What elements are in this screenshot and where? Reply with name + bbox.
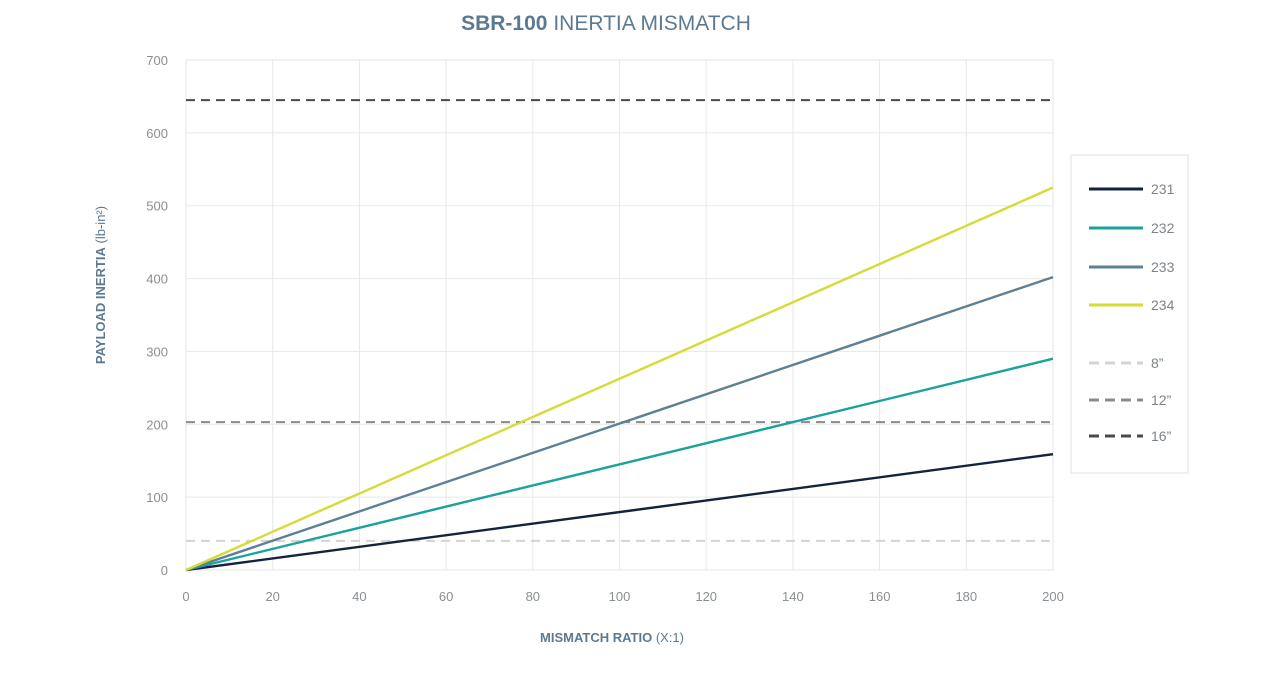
x-tick-label: 40 xyxy=(352,589,366,604)
y-tick-label: 100 xyxy=(146,490,168,505)
x-tick-labels: 0 20 40 60 80 100 120 140 160 180 200 xyxy=(182,589,1063,604)
x-axis-title: MISMATCH RATIO (X:1) xyxy=(540,630,684,645)
y-axis-title: PAYLOAD INERTIA (lb-in²) xyxy=(93,206,108,364)
reference-lines xyxy=(186,99,1053,542)
legend: 231 232 233 234 8” 12” 16” xyxy=(1070,154,1189,474)
x-axis-title-rest: (X:1) xyxy=(656,630,684,645)
legend-label: 12” xyxy=(1151,392,1172,408)
x-tick-label: 60 xyxy=(439,589,453,604)
x-tick-label: 120 xyxy=(695,589,717,604)
legend-label: 8” xyxy=(1151,355,1164,371)
series-line xyxy=(185,275,1054,572)
x-axis-title-bold: MISMATCH RATIO xyxy=(540,630,652,645)
legend-label: 233 xyxy=(1151,259,1175,275)
legend-box xyxy=(1070,154,1189,474)
x-tick-label: 180 xyxy=(955,589,977,604)
chart-title-rest: INERTIA MISMATCH xyxy=(553,12,751,35)
y-axis-title-bold: PAYLOAD INERTIA xyxy=(93,246,108,364)
series-line xyxy=(185,186,1054,572)
x-tick-label: 20 xyxy=(265,589,279,604)
y-axis-title-rest: (lb-in²) xyxy=(93,206,108,244)
series-line xyxy=(185,452,1054,572)
y-tick-labels: 0 100 200 300 400 500 600 700 xyxy=(146,53,168,578)
x-tick-label: 100 xyxy=(609,589,631,604)
legend-label: 16” xyxy=(1151,428,1172,444)
y-tick-label: 0 xyxy=(161,563,168,578)
series-line xyxy=(185,357,1054,572)
x-tick-label: 0 xyxy=(182,589,189,604)
x-tick-label: 140 xyxy=(782,589,804,604)
x-tick-label: 80 xyxy=(526,589,540,604)
legend-label: 234 xyxy=(1151,297,1175,313)
grid xyxy=(185,59,1054,571)
y-tick-label: 700 xyxy=(146,53,168,68)
y-tick-label: 400 xyxy=(146,272,168,287)
x-tick-label: 160 xyxy=(869,589,891,604)
y-tick-label: 500 xyxy=(146,199,168,214)
series-lines xyxy=(185,186,1054,572)
legend-label: 231 xyxy=(1151,181,1175,197)
legend-label: 232 xyxy=(1151,220,1175,236)
y-tick-label: 600 xyxy=(146,126,168,141)
y-tick-label: 300 xyxy=(146,344,168,359)
x-tick-label: 200 xyxy=(1042,589,1064,604)
y-tick-label: 200 xyxy=(146,417,168,432)
chart-title-bold: SBR-100 xyxy=(461,12,547,35)
chart-title: SBR-100 INERTIA MISMATCH xyxy=(461,12,751,35)
